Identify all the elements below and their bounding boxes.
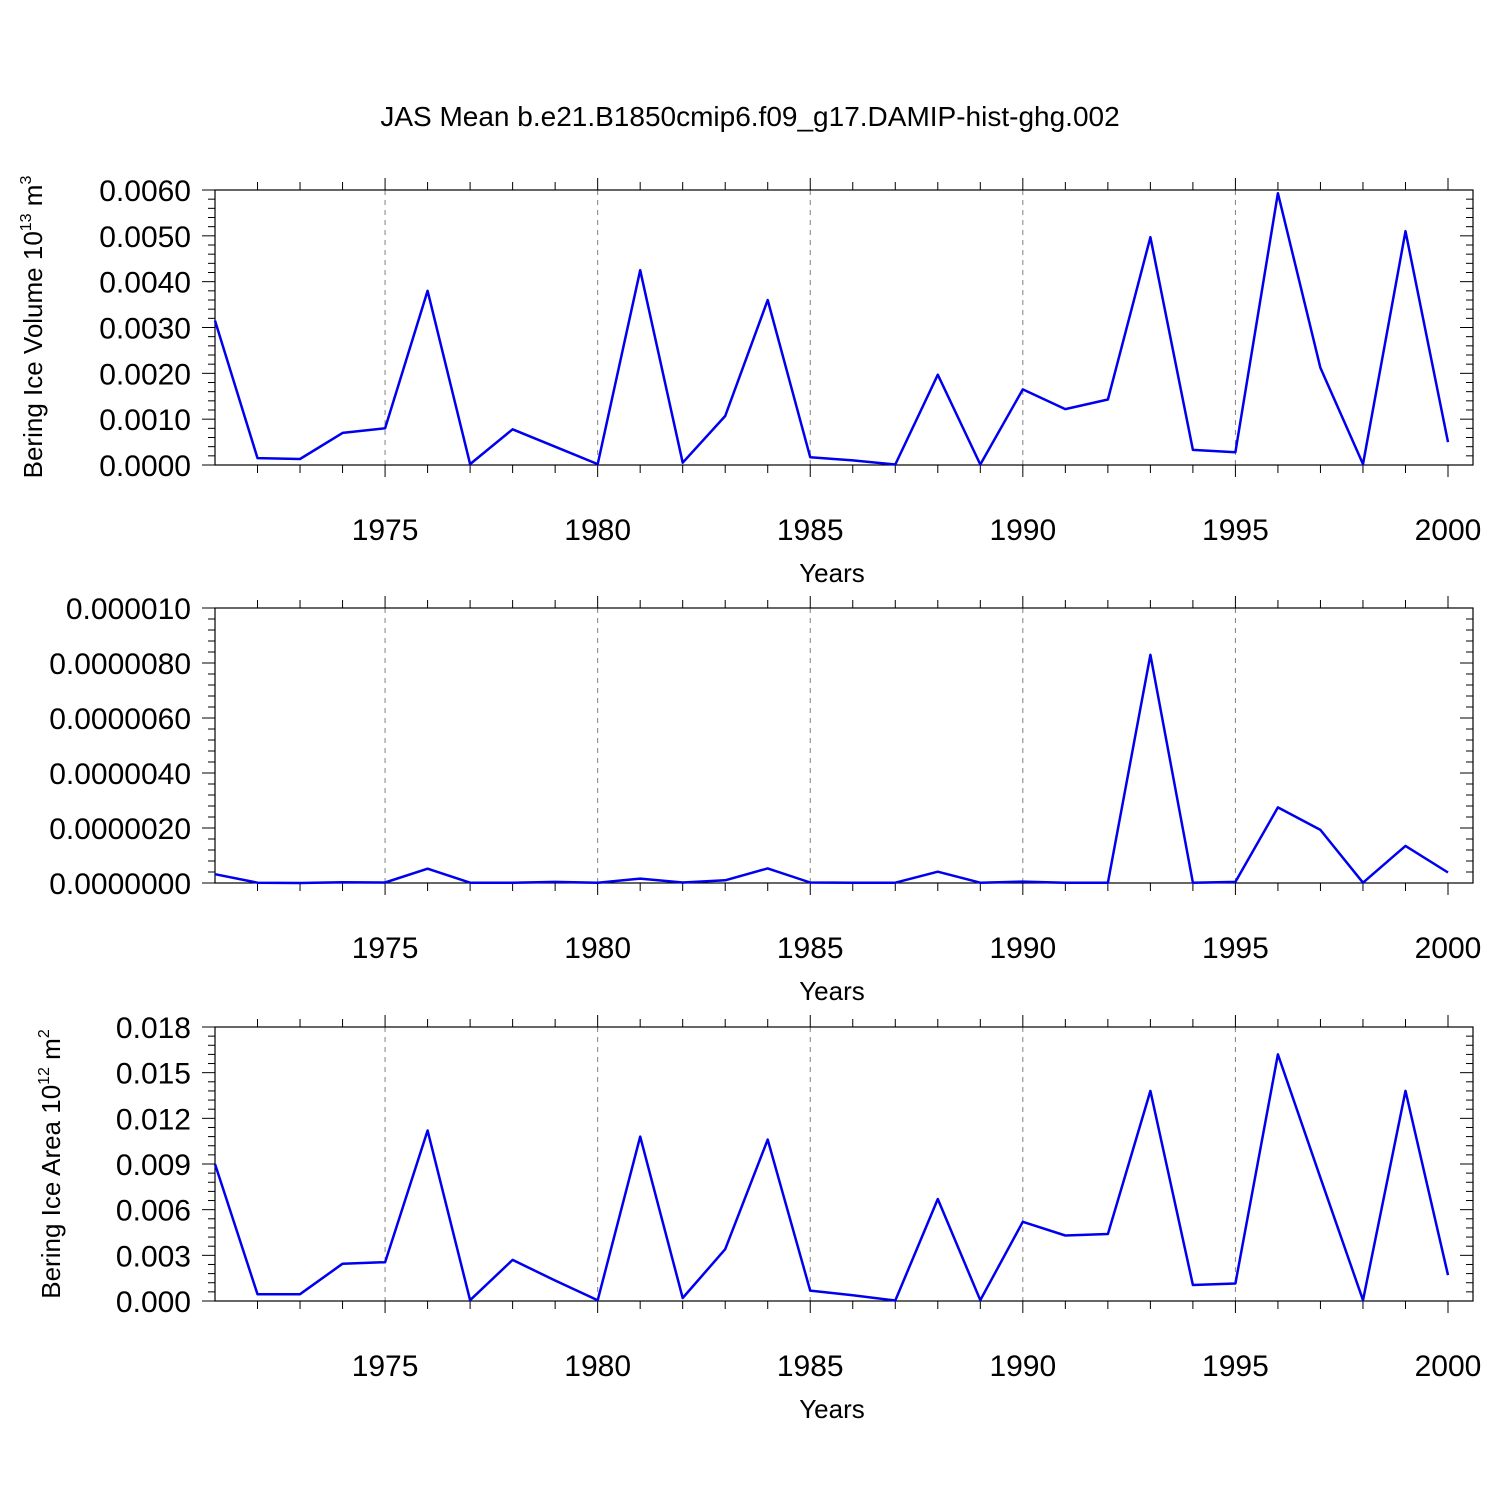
- x-tick-label: 1990: [989, 1350, 1056, 1383]
- y-tick-label: 0.003: [116, 1240, 191, 1273]
- y-tick-label: 0.000010: [66, 593, 191, 626]
- y-tick-label: 0.0050: [99, 221, 191, 254]
- y-tick-label: 0.0040: [99, 267, 191, 300]
- x-axis-label: Years: [799, 558, 865, 588]
- panel-ice-thickness: 1975 1980 1985 1990 1995 2000 Years 0.0000000 0.…: [49, 593, 1481, 1006]
- x-tick-label: 2000: [1415, 932, 1482, 965]
- plot-frame: [214, 1026, 1474, 1302]
- series-line: [213, 191, 1450, 466]
- x-axis-label: Years: [799, 1394, 865, 1424]
- y-tick-label: 0.015: [116, 1058, 191, 1091]
- y-tick-label: 0.0000080: [49, 648, 191, 681]
- y-tick-label: 0.000: [116, 1286, 191, 1319]
- y-tick-label: 0.0010: [99, 404, 191, 437]
- x-tick-label: 1975: [352, 932, 419, 965]
- x-tick-label: 1975: [352, 514, 419, 547]
- y-tick-label: 0.018: [116, 1012, 191, 1045]
- x-tick-label: 2000: [1415, 514, 1482, 547]
- x-tick-label: 1990: [989, 514, 1056, 547]
- y-tick-label: 0.0000060: [49, 703, 191, 736]
- series-line: [213, 1053, 1450, 1302]
- panel-ice-volume: 1975 1980 1985 1990 1995 2000 Years 0.0000 0.001…: [18, 175, 1481, 588]
- y-tick-label: 0.009: [116, 1149, 191, 1182]
- chart-title: JAS Mean b.e21.B1850cmip6.f09_g17.DAMIP-…: [380, 101, 1119, 132]
- x-tick-label: 1975: [352, 1350, 419, 1383]
- x-tick-label: 1995: [1202, 1350, 1269, 1383]
- x-tick-label: 1985: [777, 932, 844, 965]
- plot-frame: [214, 607, 1474, 884]
- y-axis-label: Bering Ice Area 1012 m2: [36, 1029, 66, 1299]
- x-tick-label: 2000: [1415, 1350, 1482, 1383]
- x-tick-label: 1980: [564, 514, 631, 547]
- y-axis-label: Bering Ice Volume 1013 m3: [18, 176, 48, 479]
- series-line: [214, 653, 1449, 885]
- x-tick-label: 1985: [777, 1350, 844, 1383]
- y-tick-label: 0.0030: [99, 313, 191, 346]
- y-tick-label: 0.0000: [99, 450, 191, 483]
- y-tick-label: 0.0000020: [49, 813, 191, 846]
- x-tick-label: 1990: [989, 932, 1056, 965]
- x-tick-label: 1980: [564, 932, 631, 965]
- x-tick-label: 1995: [1202, 514, 1269, 547]
- y-tick-label: 0.012: [116, 1103, 191, 1136]
- x-tick-label: 1995: [1202, 932, 1269, 965]
- x-axis-label: Years: [799, 976, 865, 1006]
- y-tick-label: 0.0000000: [49, 868, 191, 901]
- x-tick-label: 1985: [777, 514, 844, 547]
- y-tick-label: 0.0000040: [49, 758, 191, 791]
- plot-frame: [214, 189, 1474, 466]
- y-tick-label: 0.006: [116, 1195, 191, 1228]
- y-tick-label: 0.0060: [99, 175, 191, 208]
- panel-ice-area: 1975 1980 1985 1990 1995 2000 Years 0.000 0.003 0…: [36, 1012, 1481, 1424]
- y-tick-label: 0.0020: [99, 358, 191, 391]
- x-tick-label: 1980: [564, 1350, 631, 1383]
